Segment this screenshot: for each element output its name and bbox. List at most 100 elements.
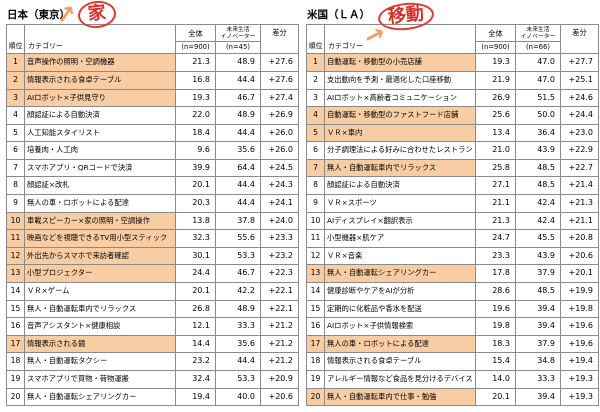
innovator-cell: 44.4 xyxy=(215,123,261,143)
rank-cell: 11 xyxy=(306,229,325,248)
innovator-cell: 42.2 xyxy=(215,282,261,301)
innovator-cell: 48.5 xyxy=(515,176,561,196)
category-cell: 外出先からスマホで来訪者確認 xyxy=(24,246,176,266)
diff-cell: +19.3 xyxy=(560,387,599,407)
innovator-cell: 47.0 xyxy=(515,70,561,90)
japan-annotation: ↗ 家 xyxy=(54,0,118,31)
usa-title: 米国（ＬＡ） xyxy=(307,9,370,21)
category-header: カテゴリー xyxy=(24,23,176,55)
innovator-cell: 64.4 xyxy=(215,158,261,178)
category-cell: ＶＲ×車内 xyxy=(324,123,476,143)
table-row: 10 AIディスプレイ×翻訳表示 21.3 42.4 +21.1 xyxy=(306,211,599,231)
innovator-cell: 48.5 xyxy=(515,282,561,301)
diff-cell: +19.3 xyxy=(560,370,599,389)
category-cell: 音声アシスタント×健康相談 xyxy=(24,317,176,336)
rank-cell: 16 xyxy=(6,317,25,336)
overall-header: 全体 xyxy=(175,23,216,43)
overall-cell: 18.4 xyxy=(175,123,216,143)
category-cell: 音声操作の照明・空調機器 xyxy=(24,53,176,72)
innovator-cell: 44.4 xyxy=(215,176,261,196)
diff-cell: +22.9 xyxy=(560,141,599,160)
japan-table-body: 1 音声操作の照明・空調機器 21.3 48.9 +27.6 2 情報表示される食卓テーブル… xyxy=(6,53,299,407)
innovator-header-line2: イノベーター xyxy=(220,33,256,40)
rank-cell: 1 xyxy=(6,53,25,72)
innovator-cell: 42.4 xyxy=(515,194,561,213)
category-cell: 分子調理法による好みに合わせたレストラン xyxy=(324,141,476,160)
category-cell: 顔認証×改札 xyxy=(24,176,176,196)
category-cell: AIロボット×子供見守り xyxy=(24,88,176,108)
rank-cell: 3 xyxy=(306,88,325,108)
rank-cell: 18 xyxy=(6,352,25,371)
overall-cell: 14.0 xyxy=(475,370,516,389)
diff-cell: +24.1 xyxy=(260,194,299,213)
innovator-cell: 48.9 xyxy=(215,53,261,72)
category-header: カテゴリー xyxy=(324,23,476,55)
rank-cell: 8 xyxy=(6,176,25,196)
category-cell: 無人・自動運転車内でリラックス xyxy=(24,299,176,319)
overall-cell: 32.4 xyxy=(175,370,216,389)
table-row: 15 無人・自動運転車内でリラックス 26.8 48.9 +22.1 xyxy=(6,299,299,319)
innovator-cell: 33.3 xyxy=(515,370,561,389)
arrow-up-right-icon: ↗ xyxy=(53,0,79,31)
overall-cell: 25.8 xyxy=(475,158,516,178)
rank-cell: 16 xyxy=(306,317,325,336)
diff-cell: +26.0 xyxy=(260,141,299,160)
category-cell: スマホアプリで買物・荷物運搬 xyxy=(24,370,176,389)
overall-cell: 23.3 xyxy=(475,246,516,266)
table-row: 1 音声操作の照明・空調機器 21.3 48.9 +27.6 xyxy=(6,53,299,72)
rank-header: 順位 xyxy=(6,23,25,55)
diff-cell: +20.9 xyxy=(260,370,299,389)
table-row: 5 ＶＲ×車内 13.4 36.4 +23.0 xyxy=(306,123,599,143)
diff-cell: +25.1 xyxy=(560,70,599,90)
table-row: 8 顔認証による自動決済 27.1 48.5 +21.4 xyxy=(306,176,599,196)
table-row: 2 支出動向を予測・最適化した口座移動 21.9 47.0 +25.1 xyxy=(306,70,599,90)
diff-cell: +20.6 xyxy=(260,387,299,407)
overall-cell: 23.2 xyxy=(175,352,216,371)
innovator-cell: 43.9 xyxy=(515,246,561,266)
category-cell: 情報表示される食卓テーブル xyxy=(324,352,476,371)
table-row: 18 無人・自動運転タクシー 23.2 44.4 +21.2 xyxy=(6,352,299,371)
innovator-cell: 51.5 xyxy=(515,88,561,108)
table-row: 4 自動運転・移動型のファストフード店舗 25.6 50.0 +24.4 xyxy=(306,106,599,125)
overall-cell: 28.6 xyxy=(475,282,516,301)
rank-cell: 7 xyxy=(6,158,25,178)
table-row: 13 小型プロジェクター 24.4 46.7 +22.3 xyxy=(6,264,299,284)
rank-cell: 2 xyxy=(6,70,25,90)
overall-cell: 39.9 xyxy=(175,158,216,178)
innovator-header-line1: 未来生活 xyxy=(526,27,550,33)
category-cell: 情報表示される鏡 xyxy=(24,334,176,354)
diff-cell: +19.8 xyxy=(560,299,599,319)
table-row: 16 音声アシスタント×健康相談 12.1 33.3 +21.2 xyxy=(6,317,299,336)
overall-cell: 21.0 xyxy=(475,141,516,160)
overall-cell: 22.0 xyxy=(175,106,216,125)
innovator-cell: 39.4 xyxy=(515,387,561,407)
category-cell: 車載スピーカー×家の照明・空調操作 xyxy=(24,211,176,231)
innovator-cell: 40.0 xyxy=(215,387,261,407)
rank-cell: 4 xyxy=(306,106,325,125)
innovator-cell: 33.3 xyxy=(215,317,261,336)
innovator-cell: 50.0 xyxy=(515,106,561,125)
overall-cell: 21.1 xyxy=(475,194,516,213)
table-row: 19 アレルギー情報など食品を見分けるデバイス 14.0 33.3 +19.3 xyxy=(306,370,599,389)
table-row: 15 定期的に化粧品や香水を配送 19.6 39.4 +19.8 xyxy=(306,299,599,319)
diff-header: 差分 xyxy=(560,23,599,55)
diff-cell: +21.4 xyxy=(560,176,599,196)
diff-header: 差分 xyxy=(260,23,299,55)
category-cell: 顔認証による自動決済 xyxy=(324,176,476,196)
diff-cell: +26.9 xyxy=(260,106,299,125)
overall-cell: 20.1 xyxy=(175,282,216,301)
rank-cell: 14 xyxy=(6,282,25,301)
diff-cell: +19.4 xyxy=(560,352,599,371)
diff-cell: +24.5 xyxy=(260,158,299,178)
category-cell: 定期的に化粧品や香水を配送 xyxy=(324,299,476,319)
diff-cell: +22.1 xyxy=(260,299,299,319)
innovator-cell: 34.8 xyxy=(515,352,561,371)
table-row: 3 AIロボット×子供見守り 19.3 46.7 +27.4 xyxy=(6,88,299,108)
diff-cell: +22.3 xyxy=(260,264,299,284)
table-row: 6 分子調理法による好みに合わせたレストラン 21.0 43.9 +22.9 xyxy=(306,141,599,160)
diff-cell: +21.3 xyxy=(560,194,599,213)
overall-cell: 14.4 xyxy=(175,334,216,354)
diff-cell: +27.7 xyxy=(560,53,599,72)
rank-cell: 9 xyxy=(6,194,25,213)
diff-cell: +21.2 xyxy=(260,334,299,354)
